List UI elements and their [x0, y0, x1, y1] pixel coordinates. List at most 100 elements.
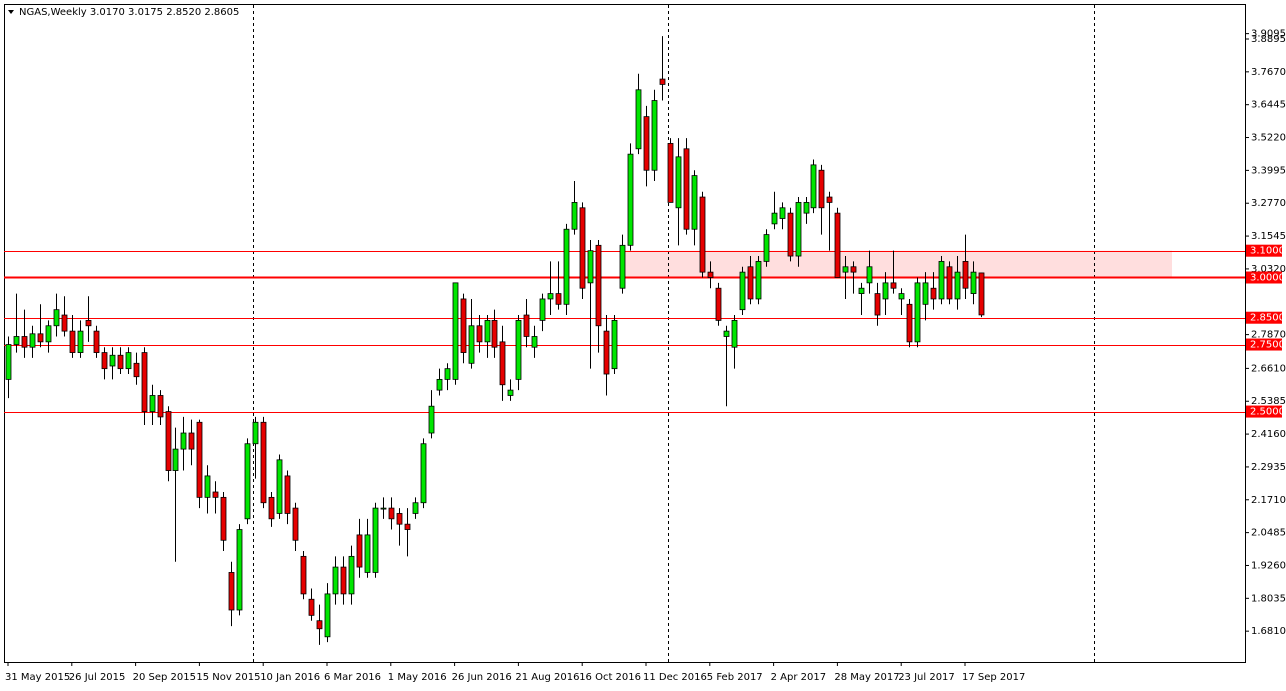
- candle-body: [109, 354, 116, 367]
- candle-body: [659, 78, 666, 85]
- candle-body: [252, 421, 259, 445]
- candle-body: [228, 572, 235, 611]
- candle-body: [611, 319, 618, 370]
- candle-body: [531, 336, 538, 348]
- candle-body: [587, 250, 594, 284]
- x-tick-label: 23 Jul 2017: [898, 672, 955, 683]
- candle-body: [627, 153, 634, 246]
- candle-body: [675, 156, 682, 209]
- candle-body: [180, 432, 187, 450]
- candle-body: [125, 352, 132, 370]
- level-label-box: [1246, 244, 1282, 257]
- candle-body: [404, 523, 411, 530]
- candle-body: [707, 271, 714, 278]
- candle-body: [938, 261, 945, 300]
- candle-body: [149, 395, 156, 412]
- candle-body: [787, 212, 794, 257]
- y-tick-label: 3.2770: [1251, 198, 1286, 209]
- candle-body: [364, 534, 371, 573]
- level-label: 2.8500: [1250, 313, 1285, 324]
- candle-body: [547, 293, 554, 300]
- candle-body: [324, 593, 331, 638]
- x-tick-label: 2 Apr 2017: [771, 672, 826, 683]
- candle-body: [795, 202, 802, 257]
- candle-body: [388, 507, 395, 520]
- candle-body: [763, 234, 770, 262]
- candle-body: [515, 319, 522, 380]
- x-tick-label: 26 Jul 2015: [69, 672, 126, 683]
- x-tick-label: 10 Jan 2016: [260, 672, 320, 683]
- candle-body: [858, 287, 865, 294]
- candle-body: [21, 336, 28, 348]
- candle-body: [731, 319, 738, 348]
- candle-body: [491, 319, 498, 348]
- candle-body: [260, 421, 267, 504]
- x-tick-label: 1 May 2016: [388, 672, 447, 683]
- candle-body: [603, 330, 610, 375]
- candle-body: [276, 459, 283, 514]
- x-tick-label: 20 Sep 2015: [133, 672, 196, 683]
- candle-body: [962, 261, 969, 289]
- x-tick-label: 28 May 2017: [834, 672, 899, 683]
- y-tick-label: 1.9260: [1251, 560, 1286, 571]
- candle-body: [476, 325, 483, 343]
- candle-body: [436, 378, 443, 391]
- candle-body: [810, 164, 817, 209]
- y-tick-label: 2.4160: [1251, 429, 1286, 440]
- candle-body: [954, 271, 961, 300]
- y-tick-label: 2.7870: [1251, 330, 1286, 341]
- candle-body: [172, 448, 179, 471]
- y-tick-label: 3.1545: [1251, 231, 1286, 242]
- y-tick-label: 2.5385: [1251, 396, 1286, 407]
- candle-body: [165, 411, 172, 471]
- candle-body: [292, 507, 299, 541]
- level-label-box: [1246, 311, 1282, 324]
- candle-body: [332, 566, 339, 595]
- candle-body: [747, 266, 754, 300]
- level-label-box: [1246, 338, 1282, 351]
- candle-body: [29, 333, 36, 348]
- candle-body: [970, 271, 977, 294]
- y-tick-label: 3.9095: [1251, 29, 1286, 40]
- candle-body: [93, 330, 100, 353]
- candle-body: [579, 207, 586, 289]
- candle-body: [890, 282, 897, 289]
- candle-body: [842, 266, 849, 273]
- candle-body: [196, 421, 203, 498]
- candle-body: [45, 325, 52, 343]
- y-tick-label: 3.5220: [1251, 133, 1286, 144]
- y-tick-label: 1.6810: [1251, 626, 1286, 637]
- menu-arrow[interactable]: [8, 10, 14, 14]
- x-tick-label: 6 Mar 2016: [324, 672, 381, 683]
- candle-body: [53, 309, 60, 327]
- candle-body: [468, 325, 475, 364]
- candle-body: [699, 196, 706, 273]
- y-tick-label: 3.8895: [1251, 34, 1286, 45]
- y-tick-label: 3.0320: [1251, 264, 1286, 275]
- x-tick-label: 15 Nov 2015: [196, 672, 260, 683]
- candle-body: [834, 212, 841, 278]
- candle-body: [460, 298, 467, 353]
- candle-body: [739, 271, 746, 311]
- candle-body: [284, 475, 291, 514]
- y-tick-label: 3.6445: [1251, 100, 1286, 111]
- level-label: 3.0000: [1250, 272, 1285, 283]
- candle-body: [236, 529, 243, 611]
- candle-body: [946, 266, 953, 300]
- candle-body: [348, 555, 355, 595]
- x-tick-label: 21 Aug 2016: [515, 672, 579, 683]
- candle-body: [85, 319, 92, 327]
- y-tick-label: 3.3995: [1251, 165, 1286, 176]
- y-tick-label: 1.8035: [1251, 593, 1286, 604]
- candle-body: [922, 282, 929, 305]
- candle-body: [340, 566, 347, 595]
- candle-body: [452, 282, 459, 380]
- level-label: 3.1000: [1250, 246, 1285, 257]
- candle-body: [723, 330, 730, 337]
- y-tick-label: 2.0485: [1251, 528, 1286, 539]
- candle-body: [874, 293, 881, 316]
- candle-body: [220, 496, 227, 541]
- candle-body: [539, 298, 546, 321]
- candle-body: [563, 228, 570, 305]
